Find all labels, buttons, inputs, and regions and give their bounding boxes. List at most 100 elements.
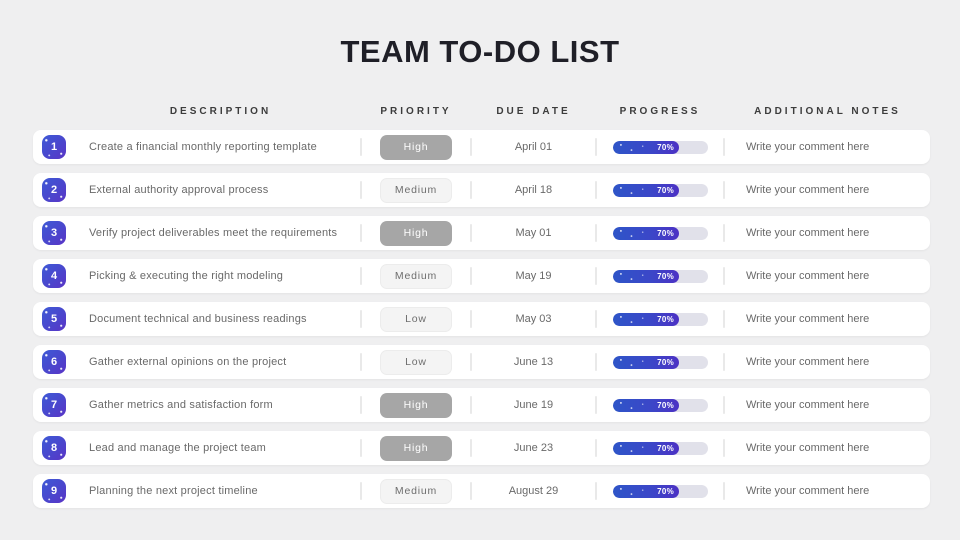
priority-badge[interactable]: Medium	[380, 478, 452, 504]
column-divider	[360, 310, 362, 328]
due-date-cell: August 29	[508, 485, 559, 497]
progress-bar-track: 70%	[612, 226, 708, 240]
column-divider	[595, 181, 597, 199]
notes-placeholder[interactable]: Write your comment here	[746, 270, 870, 282]
column-divider	[360, 267, 362, 285]
column-header-priority: PRIORITY	[380, 105, 452, 117]
notes-placeholder[interactable]: Write your comment here	[746, 356, 870, 368]
column-divider	[470, 224, 472, 242]
priority-cell: Low	[362, 306, 470, 332]
due-date-cell: May 19	[515, 270, 552, 282]
task-rows: 1 Create a financial monthly reporting t…	[33, 130, 930, 508]
progress-cell: 70%	[597, 398, 723, 412]
progress-bar-track: 70%	[612, 355, 708, 369]
description-cell: 6 Gather external opinions on the projec…	[33, 350, 360, 374]
due-date-cell: June 13	[513, 356, 554, 368]
column-divider	[723, 439, 725, 457]
priority-badge[interactable]: Low	[380, 306, 452, 332]
priority-badge[interactable]: High	[380, 435, 452, 461]
task-description: Gather metrics and satisfaction form	[89, 399, 273, 411]
notes-placeholder[interactable]: Write your comment here	[746, 227, 870, 239]
task-description: Document technical and business readings	[89, 313, 307, 325]
column-divider	[470, 181, 472, 199]
column-divider	[595, 439, 597, 457]
column-divider	[470, 439, 472, 457]
priority-cell: Medium	[362, 263, 470, 289]
description-cell: 8 Lead and manage the project team	[33, 436, 360, 460]
column-divider	[723, 181, 725, 199]
task-description: External authority approval process	[89, 184, 269, 196]
progress-bar-fill: 70%	[612, 484, 680, 498]
progress-bar-track: 70%	[612, 398, 708, 412]
task-description: Planning the next project timeline	[89, 485, 258, 497]
table-row: 7 Gather metrics and satisfaction form H…	[33, 388, 930, 422]
column-divider	[723, 310, 725, 328]
task-description: Gather external opinions on the project	[89, 356, 287, 368]
progress-cell: 70%	[597, 226, 723, 240]
progress-bar-fill: 70%	[612, 226, 680, 240]
table-row: 9 Planning the next project timeline Med…	[33, 474, 930, 508]
progress-bar-track: 70%	[612, 441, 708, 455]
column-divider	[470, 267, 472, 285]
table-row: 3 Verify project deliverables meet the r…	[33, 216, 930, 250]
notes-placeholder[interactable]: Write your comment here	[746, 442, 870, 454]
notes-placeholder[interactable]: Write your comment here	[746, 141, 870, 153]
column-divider	[595, 267, 597, 285]
notes-placeholder[interactable]: Write your comment here	[746, 485, 870, 497]
column-divider	[723, 482, 725, 500]
priority-cell: High	[362, 435, 470, 461]
column-divider	[595, 224, 597, 242]
description-cell: 1 Create a financial monthly reporting t…	[33, 135, 360, 159]
notes-placeholder[interactable]: Write your comment here	[746, 184, 870, 196]
column-divider	[360, 224, 362, 242]
row-number-badge: 6	[42, 350, 66, 374]
task-description: Verify project deliverables meet the req…	[89, 227, 338, 239]
priority-badge[interactable]: Low	[380, 349, 452, 375]
progress-cell: 70%	[597, 441, 723, 455]
column-divider	[470, 482, 472, 500]
row-number-badge: 8	[42, 436, 66, 460]
priority-badge[interactable]: High	[380, 134, 452, 160]
description-cell: 4 Picking & executing the right modeling	[33, 264, 360, 288]
progress-cell: 70%	[597, 140, 723, 154]
column-divider	[723, 353, 725, 371]
description-cell: 5 Document technical and business readin…	[33, 307, 360, 331]
task-description: Create a financial monthly reporting tem…	[89, 141, 317, 153]
column-divider	[360, 482, 362, 500]
priority-cell: High	[362, 134, 470, 160]
due-date-cell: May 01	[515, 227, 552, 239]
task-description: Picking & executing the right modeling	[89, 270, 284, 282]
progress-cell: 70%	[597, 355, 723, 369]
priority-badge[interactable]: Medium	[380, 263, 452, 289]
due-date-cell: May 03	[515, 313, 552, 325]
column-divider	[723, 267, 725, 285]
column-header-due-date: DUE DATE	[496, 105, 571, 117]
column-divider	[360, 439, 362, 457]
progress-bar-track: 70%	[612, 312, 708, 326]
column-header-progress: PROGRESS	[619, 105, 701, 117]
table-row: 5 Document technical and business readin…	[33, 302, 930, 336]
progress-bar-fill: 70%	[612, 183, 680, 197]
page-title: TEAM TO-DO LIST	[340, 34, 620, 69]
priority-cell: High	[362, 392, 470, 418]
priority-badge[interactable]: High	[380, 392, 452, 418]
row-number-badge: 9	[42, 479, 66, 503]
todo-table: DESCRIPTION PRIORITY DUE DATE PROGRESS A…	[33, 100, 930, 517]
row-number-badge: 7	[42, 393, 66, 417]
row-number-badge: 3	[42, 221, 66, 245]
row-number-badge: 2	[42, 178, 66, 202]
notes-placeholder[interactable]: Write your comment here	[746, 399, 870, 411]
priority-badge[interactable]: Medium	[380, 177, 452, 203]
progress-bar-fill: 70%	[612, 140, 680, 154]
progress-bar-fill: 70%	[612, 312, 680, 326]
column-divider	[360, 396, 362, 414]
column-divider	[470, 138, 472, 156]
progress-bar-track: 70%	[612, 140, 708, 154]
priority-badge[interactable]: High	[380, 220, 452, 246]
due-date-cell: April 18	[514, 184, 553, 196]
column-header-description: DESCRIPTION	[169, 105, 272, 117]
table-row: 4 Picking & executing the right modeling…	[33, 259, 930, 293]
priority-cell: Medium	[362, 177, 470, 203]
notes-placeholder[interactable]: Write your comment here	[746, 313, 870, 325]
